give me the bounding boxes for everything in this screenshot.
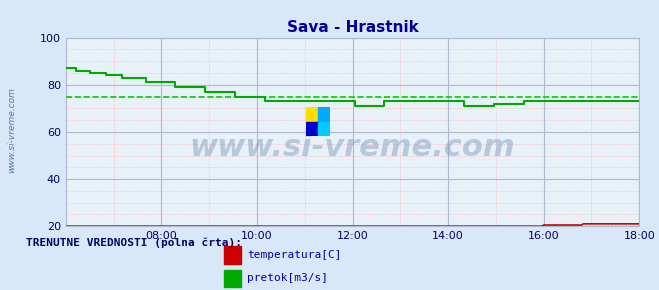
Text: www.si-vreme.com: www.si-vreme.com	[7, 88, 16, 173]
Text: www.si-vreme.com: www.si-vreme.com	[190, 133, 515, 162]
Text: TRENUTNE VREDNOSTI (polna črta):: TRENUTNE VREDNOSTI (polna črta):	[26, 238, 243, 249]
Bar	[224, 246, 241, 264]
Title: Sava - Hrastnik: Sava - Hrastnik	[287, 20, 418, 35]
Bar	[306, 107, 318, 122]
Bar	[318, 122, 330, 136]
Text: temperatura[C]: temperatura[C]	[247, 250, 341, 260]
Bar	[318, 107, 330, 122]
Bar	[224, 270, 241, 287]
Bar	[306, 122, 318, 136]
Text: pretok[m3/s]: pretok[m3/s]	[247, 273, 328, 283]
